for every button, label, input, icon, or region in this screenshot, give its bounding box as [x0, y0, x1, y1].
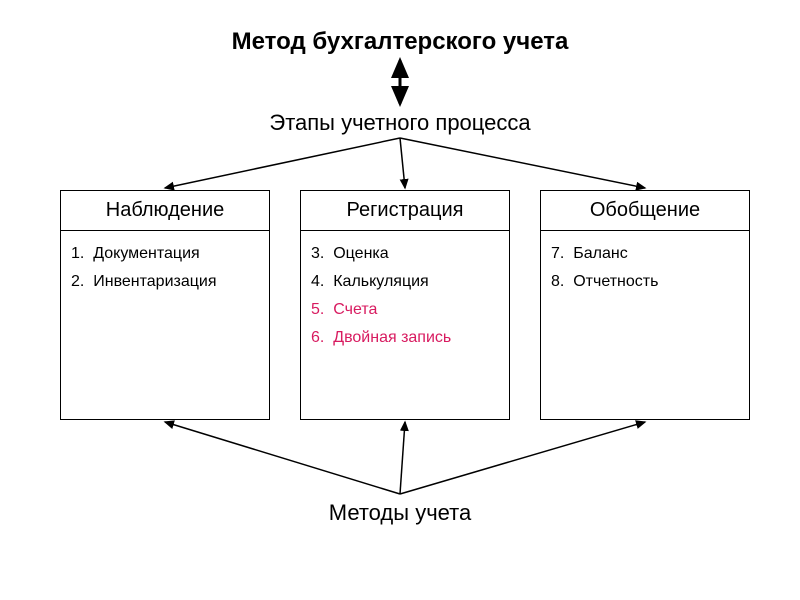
list-item: 4. Калькуляция — [311, 273, 499, 291]
connector-line — [400, 422, 645, 494]
item-text: Отчетность — [573, 273, 658, 290]
list-item: 8. Отчетность — [551, 273, 739, 291]
item-text: Калькуляция — [333, 273, 428, 290]
stage-body: 7. Баланс 8. Отчетность — [541, 231, 749, 311]
footer-label: Методы учета — [329, 500, 471, 526]
item-number: 3. — [311, 245, 324, 262]
item-text: Двойная запись — [333, 329, 451, 346]
diagram-title: Метод бухгалтерского учета — [232, 28, 569, 56]
item-text: Инвентаризация — [93, 273, 216, 290]
stage-box-1: Наблюдение 1. Документация 2. Инвентаризац… — [60, 190, 270, 420]
item-text: Оценка — [333, 245, 388, 262]
connector-line — [400, 138, 645, 188]
stage-header: Наблюдение — [61, 191, 269, 231]
item-number: 4. — [311, 273, 324, 290]
stage-header: Обобщение — [541, 191, 749, 231]
list-item: 6. Двойная запись — [311, 329, 499, 347]
item-number: 8. — [551, 273, 564, 290]
list-item: 3. Оценка — [311, 245, 499, 263]
item-number: 6. — [311, 329, 324, 346]
list-item: 7. Баланс — [551, 245, 739, 263]
connector-line — [165, 138, 400, 188]
item-number: 7. — [551, 245, 564, 262]
connector-line — [400, 422, 405, 494]
list-item: 1. Документация — [71, 245, 259, 263]
stage-box-3: Обобщение 7. Баланс 8. Отчетность — [540, 190, 750, 420]
stage-body: 1. Документация 2. Инвентаризация — [61, 231, 269, 311]
item-text: Счета — [333, 301, 377, 318]
list-item: 2. Инвентаризация — [71, 273, 259, 291]
diagram-subtitle: Этапы учетного процесса — [269, 110, 530, 136]
item-text: Документация — [93, 245, 199, 262]
item-number: 1. — [71, 245, 84, 262]
list-item: 5. Счета — [311, 301, 499, 319]
stage-header: Регистрация — [301, 191, 509, 231]
stage-body: 3. Оценка 4. Калькуляция 5. Счета 6. Двойна… — [301, 231, 509, 367]
stage-box-2: Регистрация 3. Оценка 4. Калькуляция 5. Сче… — [300, 190, 510, 420]
item-number: 5. — [311, 301, 324, 318]
item-number: 2. — [71, 273, 84, 290]
item-text: Баланс — [573, 245, 627, 262]
connector-line — [165, 422, 400, 494]
connector-line — [400, 138, 405, 188]
